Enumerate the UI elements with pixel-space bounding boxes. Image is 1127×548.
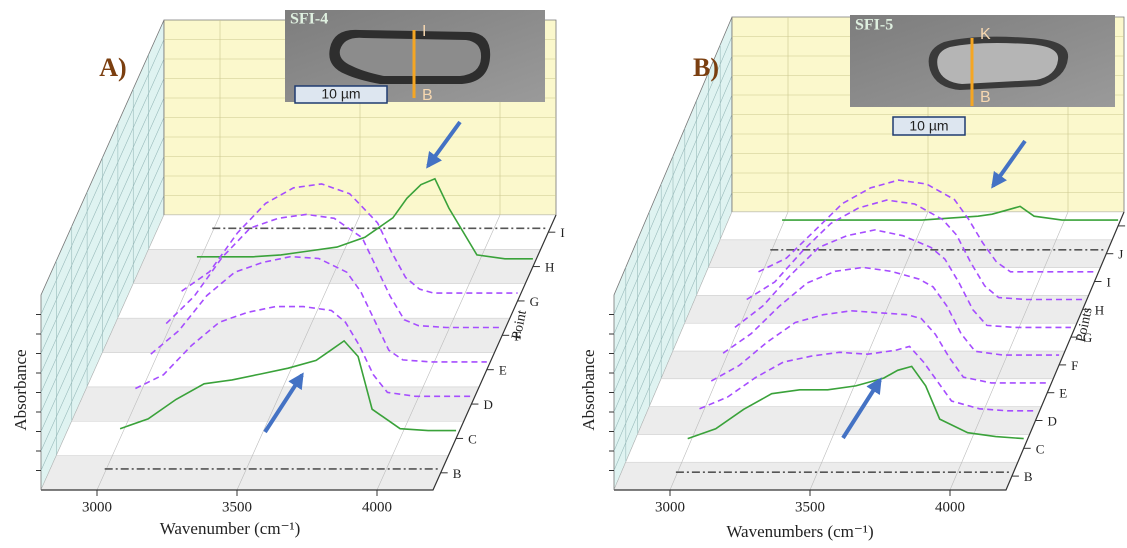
inset: SFI-5 K B 10 µm	[850, 15, 1115, 136]
inset-title: SFI-5	[855, 17, 893, 34]
spectrum	[699, 345, 1036, 412]
depth-tick-label: G	[530, 294, 539, 309]
arrow	[841, 377, 882, 440]
spectrum	[722, 266, 1060, 356]
scale-bar	[294, 85, 388, 104]
spectrum	[687, 365, 1024, 440]
depth-tick-label: J	[1118, 247, 1123, 262]
axis-line	[41, 214, 557, 491]
spectrum	[135, 305, 472, 398]
inset-bottom-label: B	[422, 87, 433, 104]
spectrum	[150, 255, 487, 363]
x-tick-label: 3000	[82, 499, 112, 515]
depth-tick-label: B	[1024, 469, 1033, 484]
floor-grid	[809, 211, 929, 491]
inset-top-label: K	[980, 26, 991, 43]
depth-tick-label: C	[468, 431, 477, 446]
depth-tick-label: D	[483, 397, 492, 412]
spectrum	[758, 179, 1095, 273]
x-tick-label: 3500	[222, 499, 252, 515]
panel-label: B)	[693, 53, 719, 82]
depth-tick-label: H	[1095, 302, 1104, 317]
scale-bar-label: 10 µm	[321, 86, 360, 102]
spectrum	[746, 199, 1083, 301]
depth-tick-label: H	[545, 260, 554, 275]
panel-label: A)	[99, 53, 126, 82]
floor-grid	[949, 211, 1069, 491]
depth-tick-label: E	[1059, 386, 1067, 401]
depth-tick-label: F	[514, 328, 521, 343]
x-axis-label: Wavenumber (cm⁻¹)	[160, 519, 301, 538]
x-tick-label: 3000	[655, 499, 685, 515]
y-axis-label: Absorbance	[11, 349, 30, 430]
depth-tick-label: D	[1048, 413, 1057, 428]
depth-axis-label: Point	[509, 309, 530, 341]
scale-bar	[892, 116, 966, 136]
depth-tick-label: G	[1083, 330, 1092, 345]
x-tick-label: 4000	[935, 499, 965, 515]
y-axis-label: Absorbance	[579, 349, 598, 430]
floor-grid	[236, 214, 361, 491]
arrow	[991, 139, 1027, 189]
depth-tick-label: E	[499, 363, 507, 378]
inset-title: SFI-4	[290, 11, 328, 28]
depth-tick-label: I	[560, 225, 564, 240]
spectrum	[734, 229, 1071, 329]
depth-tick-label: I	[1107, 274, 1111, 289]
inset-bottom-label: B	[980, 89, 991, 106]
spectrum	[710, 309, 1048, 384]
floor-grid	[669, 211, 789, 491]
inclusion-core	[339, 37, 482, 76]
scale-bar-label: 10 µm	[909, 118, 948, 134]
inset: SFI-4 I B 10 µm	[285, 10, 545, 104]
x-tick-label: 4000	[362, 499, 392, 515]
depth-tick-label: F	[1071, 358, 1078, 373]
x-tick-label: 3500	[795, 499, 825, 515]
arrow	[263, 372, 304, 434]
floor-grid	[96, 214, 221, 491]
depth-axis-label: Points	[1074, 306, 1096, 343]
axis-line	[614, 211, 1125, 491]
spectrum	[165, 213, 503, 329]
arrow	[426, 120, 462, 169]
spectrum	[196, 177, 533, 260]
inclusion-core	[937, 43, 1059, 84]
depth-tick-label: C	[1036, 441, 1045, 456]
x-axis-label: Wavenumbers (cm⁻¹)	[726, 522, 873, 541]
floor-grid	[376, 214, 501, 491]
inset-top-label: I	[422, 23, 426, 40]
spectrum	[181, 183, 518, 294]
spectrum	[119, 339, 457, 432]
spectrum	[782, 205, 1119, 221]
depth-tick-label: B	[453, 466, 462, 481]
